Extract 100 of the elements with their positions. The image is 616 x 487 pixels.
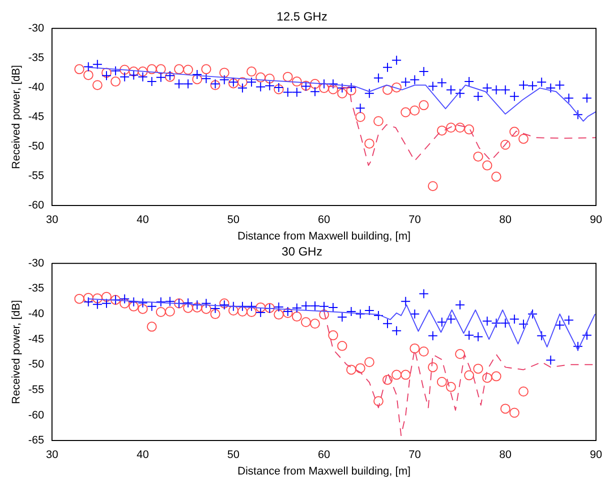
point [146, 76, 157, 87]
point [528, 80, 538, 91]
chart-title: 30 GHz [282, 244, 322, 259]
x-tick-label: 30 [46, 449, 58, 462]
point [328, 330, 338, 340]
point [582, 93, 592, 104]
point [210, 303, 220, 314]
point [436, 376, 447, 387]
point [201, 304, 212, 314]
point [310, 78, 320, 89]
point [319, 301, 330, 312]
point [428, 81, 438, 92]
point [138, 304, 148, 314]
y-tick-label: -40 [28, 308, 44, 320]
point [237, 83, 248, 94]
point [518, 319, 528, 330]
point [192, 69, 202, 80]
point [509, 408, 520, 418]
point [156, 307, 166, 318]
point [246, 66, 257, 77]
point [572, 110, 583, 120]
point [455, 300, 466, 310]
point [518, 134, 528, 144]
point [546, 83, 556, 94]
point [210, 309, 220, 320]
point [582, 330, 592, 340]
point [337, 83, 348, 94]
point [355, 363, 366, 374]
point [92, 293, 102, 304]
y-tick-label: -50 [28, 358, 44, 371]
point [446, 314, 456, 324]
point [546, 355, 556, 366]
y-tick-label: -45 [28, 111, 44, 124]
point [410, 106, 420, 116]
point [120, 294, 130, 304]
point [128, 70, 139, 80]
point [446, 382, 456, 392]
point [156, 296, 166, 307]
x-tick-label: 80 [499, 214, 512, 226]
point [464, 370, 474, 380]
point [237, 306, 248, 316]
point [246, 307, 257, 318]
point [201, 298, 212, 308]
point [428, 362, 438, 372]
point [473, 332, 484, 342]
y-tick-label: -55 [28, 170, 44, 182]
point [228, 305, 238, 316]
point [256, 308, 266, 318]
point [564, 315, 574, 326]
point [464, 124, 474, 134]
point [392, 55, 402, 66]
point [436, 317, 447, 328]
point [264, 74, 275, 84]
point [183, 302, 194, 313]
point [83, 296, 94, 307]
point [300, 300, 311, 311]
point [74, 64, 84, 74]
point [328, 78, 338, 89]
point [491, 371, 502, 382]
point [120, 298, 130, 308]
point [400, 296, 411, 306]
point [482, 160, 492, 170]
point [410, 309, 420, 320]
point [491, 172, 502, 182]
point [128, 301, 139, 312]
x-tick-label: 50 [227, 214, 240, 226]
point [473, 152, 484, 162]
point [491, 84, 502, 95]
point [292, 87, 302, 98]
point [428, 181, 438, 192]
point [183, 78, 194, 89]
point [128, 296, 139, 307]
point [509, 91, 520, 102]
x-tick-label: 60 [318, 214, 330, 226]
point [156, 72, 166, 82]
point [138, 72, 148, 82]
point [310, 300, 320, 311]
point [436, 78, 447, 88]
point [146, 301, 157, 312]
point [428, 330, 438, 341]
point [482, 83, 492, 94]
point [337, 312, 348, 322]
point [164, 306, 175, 316]
point [392, 326, 402, 336]
point [455, 122, 466, 133]
point [274, 302, 284, 312]
point [246, 301, 257, 312]
point [500, 404, 510, 414]
point [237, 77, 248, 88]
point [418, 288, 429, 299]
x-tick-label: 50 [227, 449, 240, 462]
point [83, 62, 94, 72]
point [101, 292, 112, 302]
point [219, 74, 230, 85]
point [337, 340, 348, 351]
y-tick-label: -50 [28, 140, 44, 153]
point [146, 64, 157, 74]
x-tick-label: 40 [136, 214, 149, 226]
x-tick-label: 60 [318, 449, 330, 462]
point [282, 87, 293, 98]
